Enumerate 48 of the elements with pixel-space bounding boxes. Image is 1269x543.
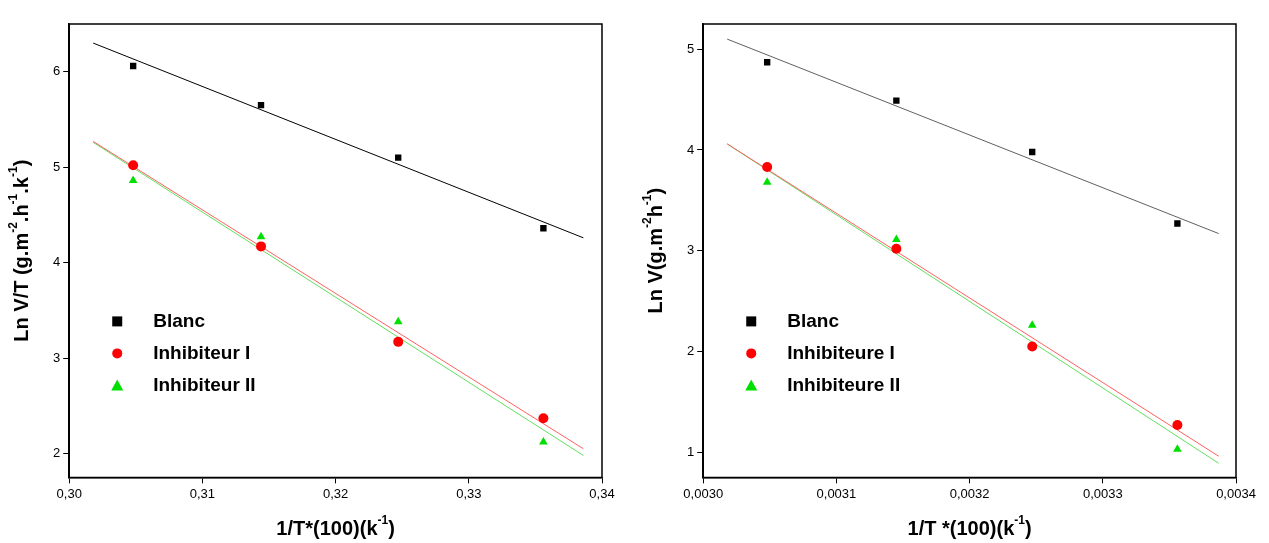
point bbox=[1173, 444, 1182, 452]
x-tick-label: 0,0030 bbox=[683, 485, 724, 501]
point bbox=[393, 316, 403, 325]
point bbox=[395, 154, 402, 161]
point bbox=[538, 413, 549, 424]
point bbox=[1027, 341, 1038, 352]
point bbox=[1172, 420, 1183, 431]
point bbox=[1027, 320, 1037, 328]
y-tick-label: 3 bbox=[687, 242, 695, 258]
x-tick-label: 0,34 bbox=[589, 485, 615, 501]
y-tick-label: 4 bbox=[687, 141, 695, 157]
point bbox=[893, 97, 900, 104]
y-axis-title: Ln V/T (g.m-2.h-1.k-1) bbox=[6, 159, 32, 342]
point bbox=[892, 234, 901, 243]
legend-label: Inhibiteur II bbox=[153, 373, 256, 395]
point bbox=[393, 336, 404, 347]
legend-label: Inhibiteure II bbox=[787, 373, 901, 395]
y-tick-label: 2 bbox=[53, 445, 61, 461]
y-axis-title: Ln V(g.m-2h-1) bbox=[640, 187, 666, 314]
x-tick-label: 0,30 bbox=[56, 485, 82, 501]
x-tick-label: 0,33 bbox=[456, 485, 482, 501]
point bbox=[128, 175, 138, 184]
point bbox=[540, 225, 547, 232]
y-tick-label: 6 bbox=[53, 63, 61, 79]
point bbox=[256, 231, 266, 240]
legend-label: Inhibiteur I bbox=[153, 341, 251, 363]
x-tick-label: 0,0032 bbox=[949, 485, 990, 501]
y-tick-label: 2 bbox=[687, 343, 695, 359]
point bbox=[128, 160, 139, 171]
point bbox=[762, 162, 773, 173]
legend-label: Inhibiteure I bbox=[787, 341, 895, 363]
legend-label: Blanc bbox=[787, 309, 840, 331]
point bbox=[762, 177, 772, 185]
point bbox=[1174, 220, 1181, 227]
x-tick-label: 0,32 bbox=[322, 485, 349, 501]
y-tick-label: 1 bbox=[687, 443, 695, 459]
y-tick-label: 5 bbox=[687, 40, 695, 56]
legend-label: Blanc bbox=[153, 309, 206, 331]
y-tick-label: 5 bbox=[53, 158, 61, 174]
y-tick-label: 4 bbox=[53, 254, 61, 270]
point bbox=[256, 241, 267, 252]
x-tick-label: 0,0031 bbox=[816, 485, 857, 501]
y-tick-label: 3 bbox=[53, 349, 61, 365]
x-tick-label: 0,0033 bbox=[1082, 485, 1123, 501]
x-tick-label: 0,31 bbox=[189, 485, 216, 501]
point bbox=[539, 437, 548, 445]
x-tick-label: 0,0034 bbox=[1216, 485, 1256, 501]
point bbox=[891, 243, 902, 254]
